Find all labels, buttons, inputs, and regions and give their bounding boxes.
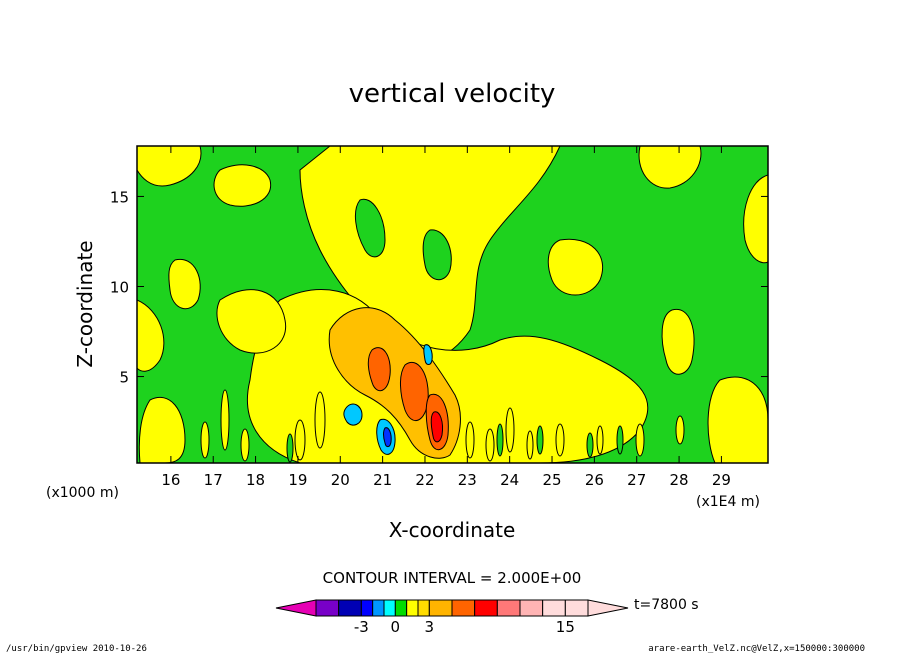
yellow-region-right-top <box>638 146 702 189</box>
x-tick-label: 26 <box>585 471 604 489</box>
colorbar-swatch <box>394 599 408 617</box>
x-tick-label: 24 <box>500 471 519 489</box>
cyan-region-3 <box>423 344 433 365</box>
x-tick-label: 27 <box>627 471 646 489</box>
surface-contours <box>200 389 685 462</box>
yellow-region-right-edge <box>743 174 768 264</box>
time-label: t=7800 s <box>634 597 699 613</box>
yellow-region-left-mid <box>137 299 165 372</box>
x-axis-label: X-coordinate <box>389 518 516 542</box>
contour-interval-label: CONTOUR INTERVAL = 2.000E+00 <box>323 569 582 587</box>
x-tick-label: 28 <box>670 471 689 489</box>
yellow-region-mid-left <box>216 289 287 354</box>
x-tick-label: 18 <box>246 471 265 489</box>
colorbar-tick-label: 15 <box>556 618 575 636</box>
colorbar-swatch <box>451 599 476 617</box>
y-tick-label: 10 <box>110 278 129 296</box>
x-tick-label: 29 <box>712 471 731 489</box>
colorbar-swatch <box>417 599 430 617</box>
cyan-region-1 <box>343 403 363 426</box>
colorbar-over-arrow <box>587 599 629 617</box>
colorbar-swatch <box>428 599 453 617</box>
yellow-region-right-oval <box>661 308 695 375</box>
footer-left: /usr/bin/gpview 2010-10-26 <box>6 644 147 654</box>
x-tick-label: 22 <box>415 471 434 489</box>
chart-title: vertical velocity <box>349 79 556 109</box>
colorbar-swatch <box>406 599 419 617</box>
blue-region <box>383 427 392 448</box>
x-tick-label: 16 <box>161 471 180 489</box>
y-tick-label: 5 <box>119 369 129 387</box>
colorbar-swatch <box>383 599 396 617</box>
colorbar-swatch <box>519 599 544 617</box>
x-tick-label: 25 <box>542 471 561 489</box>
colorbar-tick-label: 3 <box>425 618 435 636</box>
contour-field <box>137 146 768 463</box>
yellow-region-left-top <box>137 146 202 187</box>
colorbar-swatch <box>496 599 521 617</box>
colorbar-swatch <box>474 599 498 617</box>
colorbar-swatch <box>315 599 340 617</box>
colorbar-swatch <box>338 599 362 617</box>
y-axis-label: Z-coordinate <box>73 240 97 367</box>
yellow-region-upper-left-blob <box>213 164 272 207</box>
y-axis-ticks: 5 10 15 <box>110 188 768 387</box>
footer-right: arare-earth_VelZ.nc@VelZ,x=150000:300000 <box>648 644 865 654</box>
colorbar-swatch <box>372 599 385 617</box>
x-axis-ticks: 16 17 18 19 20 21 22 23 24 25 26 27 28 29 <box>161 146 731 489</box>
x-scale-note-right: (x1E4 m) <box>696 494 760 510</box>
colorbar-tick-label: 0 <box>391 618 401 636</box>
plot-area: 16 17 18 19 20 21 22 23 24 25 26 27 28 29 5 10 15 <box>110 145 769 489</box>
x-tick-label: 19 <box>288 471 307 489</box>
yellow-region-left-band <box>168 258 201 310</box>
yellow-region-right-lower <box>707 376 768 463</box>
y-tick-label: 15 <box>110 188 129 206</box>
x-tick-label: 20 <box>331 471 350 489</box>
plot-frame <box>136 145 769 464</box>
orange-core-1 <box>367 347 391 392</box>
x-tick-label: 17 <box>204 471 223 489</box>
red-core <box>430 411 443 443</box>
green-hole-plume <box>354 198 386 258</box>
x-tick-label: 23 <box>458 471 477 489</box>
green-hole-plume-right <box>422 229 452 280</box>
colorbar-swatch <box>360 599 374 617</box>
x-tick-label: 21 <box>373 471 392 489</box>
orange-core-2 <box>400 362 429 422</box>
colorbar: -3 0 3 15 <box>275 599 629 636</box>
x-scale-note-left: (x1000 m) <box>46 485 119 501</box>
colorbar-tick-label: -3 <box>354 618 369 636</box>
yellow-region-left-lower <box>138 397 186 463</box>
colorbar-swatch <box>564 599 589 617</box>
yellow-region-mid-right <box>547 238 604 296</box>
colorbar-swatch <box>542 599 566 617</box>
colorbar-under-arrow <box>275 599 317 617</box>
green-surface-contours <box>286 423 624 463</box>
